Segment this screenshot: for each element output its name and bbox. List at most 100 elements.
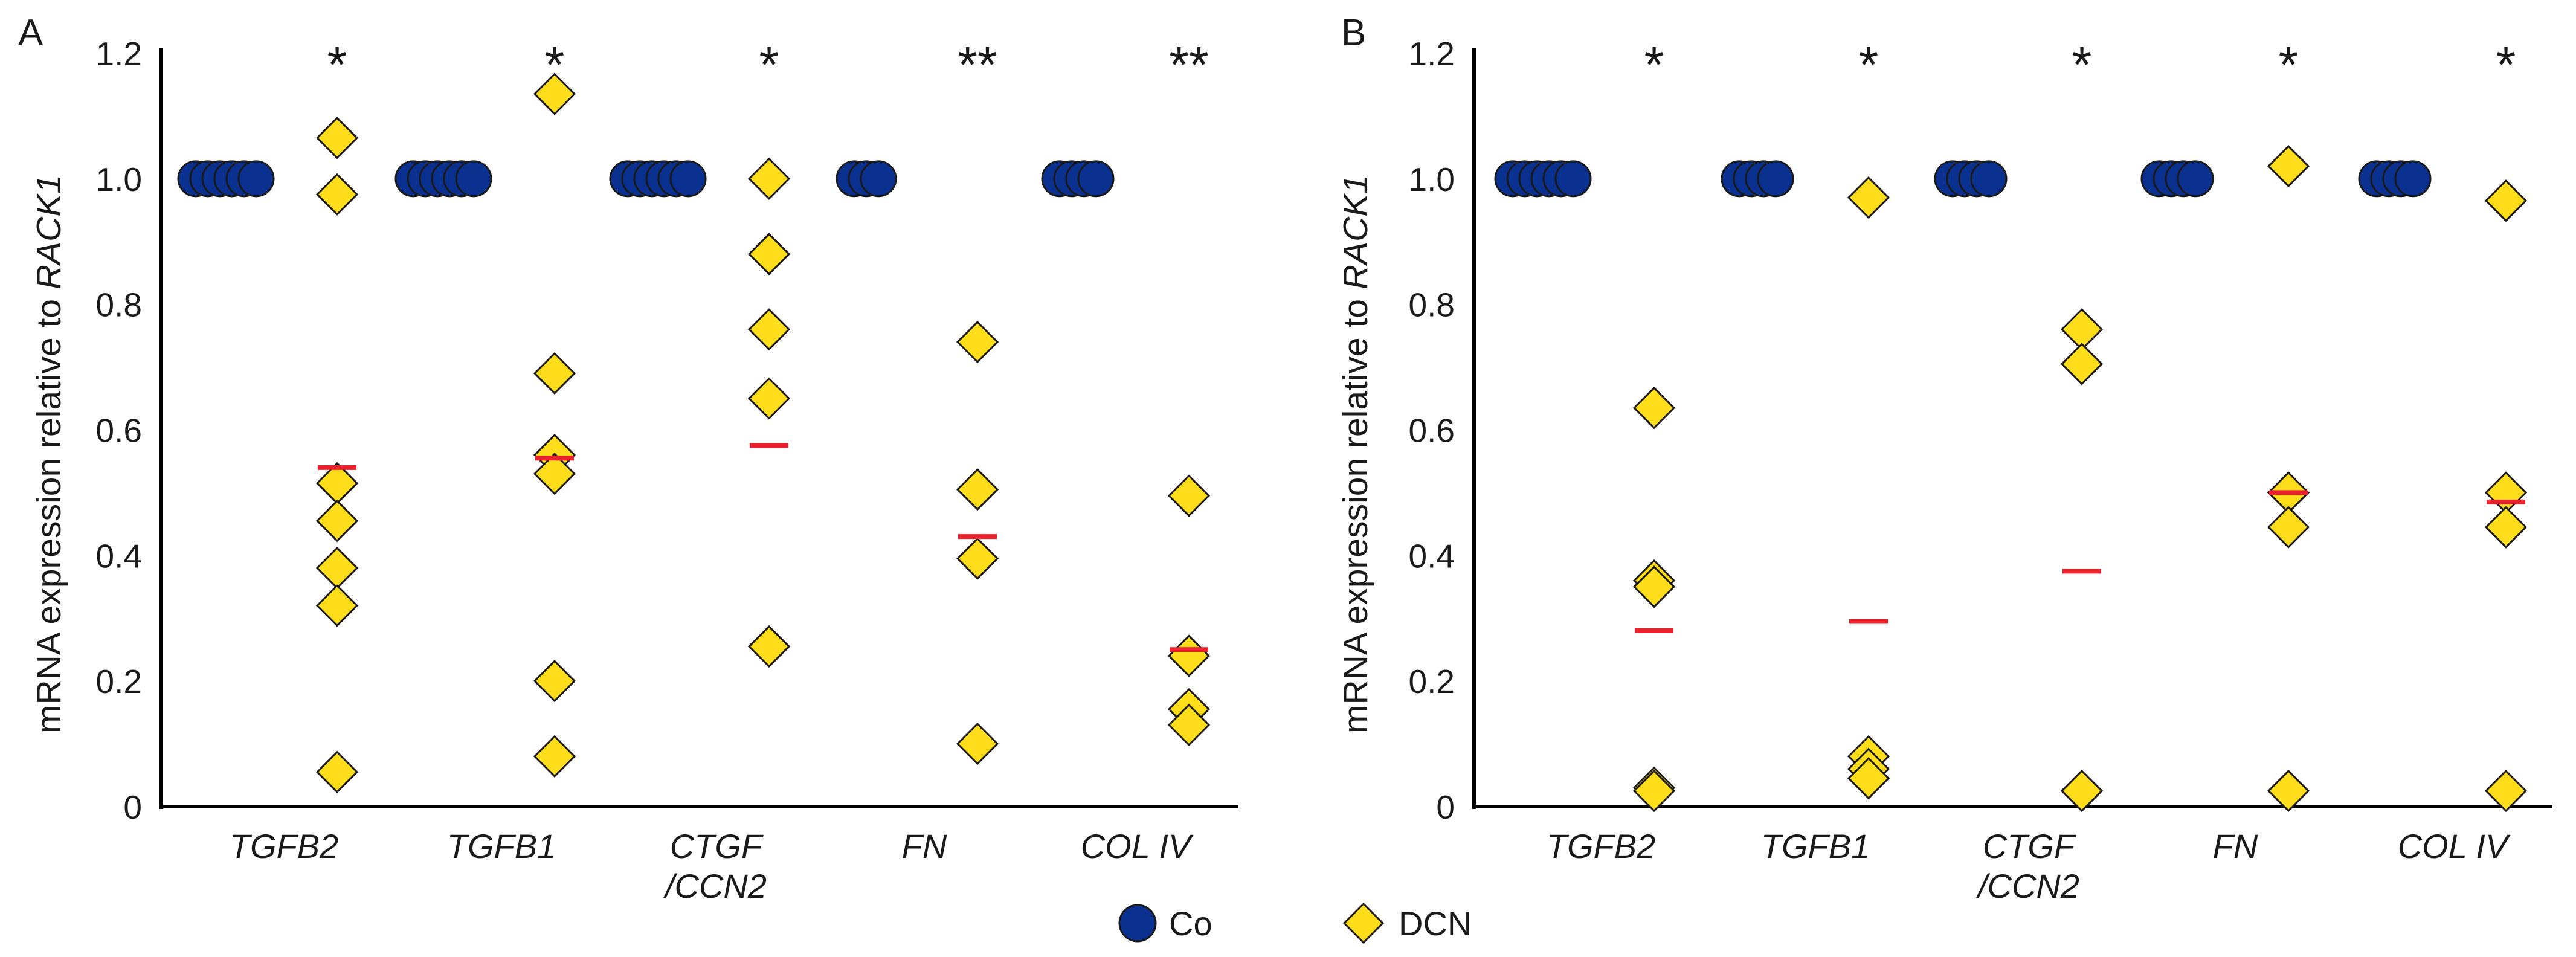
category-label: FN <box>902 827 947 865</box>
treated-point <box>2060 343 2104 385</box>
significance-marker: * <box>1644 36 1664 93</box>
treated-point <box>315 500 359 543</box>
category-group: * TGFB2 <box>1494 36 1676 865</box>
category-group: * TGFB1 <box>1721 36 1890 865</box>
y-tick-label: 0.6 <box>96 412 142 450</box>
control-point <box>2177 160 2214 198</box>
control-point <box>669 160 707 198</box>
panel-label: A <box>18 12 43 54</box>
treated-point <box>747 377 791 420</box>
treated-point <box>747 308 791 351</box>
category-label: /CCN2 <box>1975 867 2079 905</box>
control-point <box>1077 160 1115 198</box>
y-tick-label: 0.6 <box>1409 412 1455 450</box>
treated-point <box>2484 769 2528 813</box>
y-tick-label: 0.8 <box>96 286 142 324</box>
treated-point <box>533 735 576 778</box>
treated-point <box>2267 769 2310 813</box>
category-group: * CTGF/CCN2 <box>609 36 791 905</box>
y-tick-label: 0 <box>123 788 142 826</box>
treated-point <box>1847 757 1890 800</box>
treated-point <box>1167 474 1211 517</box>
significance-marker: * <box>545 36 565 93</box>
y-tick-label: 0.4 <box>96 537 142 575</box>
treated-point <box>533 72 576 115</box>
treated-point <box>956 722 999 765</box>
treated-point <box>533 660 576 703</box>
category-label: CTGF <box>670 827 764 865</box>
panel-label: B <box>1341 12 1366 54</box>
treated-point <box>2267 506 2310 549</box>
significance-marker: * <box>2072 36 2092 93</box>
category-group: * CTGF/CCN2 <box>1934 36 2104 905</box>
significance-marker: * <box>327 36 347 93</box>
significance-marker: ** <box>958 36 997 93</box>
treated-point <box>747 157 791 200</box>
control-point <box>1757 160 1794 198</box>
treated-point <box>747 233 791 276</box>
treated-point <box>2060 769 2104 813</box>
category-label: COL IV <box>2398 827 2511 865</box>
category-label: FN <box>2213 827 2258 865</box>
control-point <box>1554 160 1592 198</box>
treated-point <box>315 117 359 160</box>
treated-point <box>315 173 359 216</box>
treated-point <box>1632 387 1676 430</box>
category-group: * TGFB1 <box>394 36 576 865</box>
control-point <box>860 160 897 198</box>
treated-point <box>1632 566 1676 608</box>
treated-point <box>315 584 359 627</box>
category-label: CTGF <box>1983 827 2076 865</box>
significance-marker: * <box>759 36 779 93</box>
treated-point <box>1632 769 1676 813</box>
legend-dcn-marker <box>1342 902 1385 944</box>
category-label: COL IV <box>1081 827 1194 865</box>
category-label: TGFB1 <box>1761 827 1870 865</box>
y-tick-label: 0.2 <box>1409 663 1455 700</box>
significance-marker: * <box>2496 36 2516 93</box>
y-axis-label: mRNA expression relative to RACK1 <box>30 175 68 733</box>
y-tick-label: 1.2 <box>96 35 142 72</box>
category-group: * TGFB2 <box>177 36 359 865</box>
control-point <box>237 160 275 198</box>
treated-point <box>747 625 791 668</box>
treated-point <box>1167 634 1211 677</box>
legend-co-marker <box>1118 904 1157 942</box>
control-point <box>2394 160 2432 198</box>
y-tick-label: 1.2 <box>1409 35 1455 72</box>
treated-point <box>533 352 576 395</box>
legend: Co DCN <box>1118 902 1472 944</box>
significance-marker: ** <box>1169 36 1208 93</box>
treated-point <box>1847 176 1890 219</box>
control-point <box>455 160 492 198</box>
category-group: ** COL IV <box>1041 36 1211 865</box>
treated-point <box>956 537 999 580</box>
category-group: * COL IV <box>2358 36 2528 865</box>
treated-point <box>315 750 359 793</box>
category-group: * FN <box>2140 36 2310 865</box>
y-tick-label: 0.8 <box>1409 286 1455 324</box>
treated-point <box>2484 506 2528 549</box>
significance-marker: * <box>2279 36 2299 93</box>
y-tick-label: 1.0 <box>96 161 142 198</box>
treated-point <box>315 546 359 590</box>
legend-co-label: Co <box>1169 904 1212 942</box>
treated-point <box>2484 179 2528 222</box>
category-group: ** FN <box>836 36 999 865</box>
category-label: TGFB1 <box>447 827 556 865</box>
y-tick-label: 0 <box>1436 788 1455 826</box>
treated-point <box>533 453 576 495</box>
legend-dcn-label: DCN <box>1399 904 1472 942</box>
treated-point <box>1167 703 1211 747</box>
category-label: TGFB2 <box>1547 827 1655 865</box>
treated-point <box>956 468 999 511</box>
treated-point <box>956 320 999 364</box>
y-tick-label: 0.2 <box>96 663 142 700</box>
significance-marker: * <box>1859 36 1879 93</box>
treated-point <box>2267 144 2310 188</box>
y-axis-label: mRNA expression relative to RACK1 <box>1336 175 1375 733</box>
y-tick-label: 0.4 <box>1409 537 1455 575</box>
